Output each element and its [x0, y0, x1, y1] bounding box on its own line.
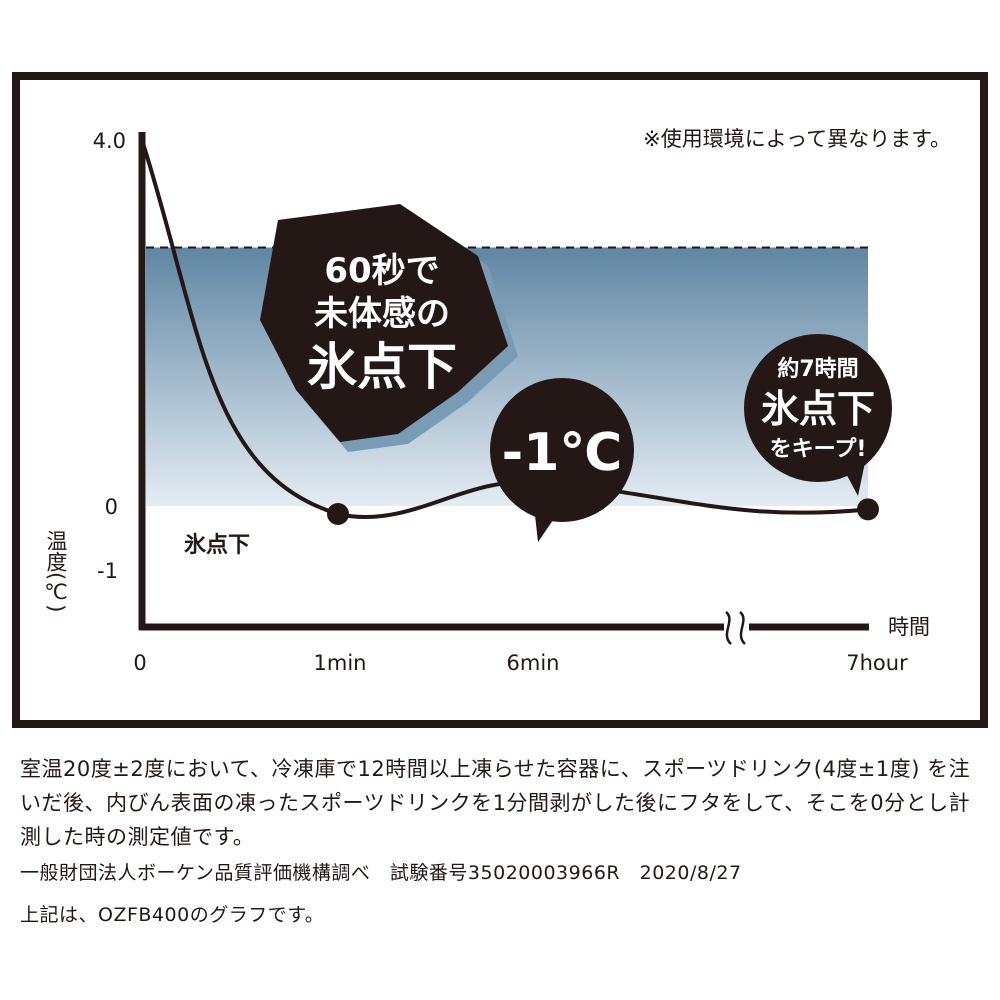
temperature-chart: 4.0 0 -1 温度(℃) 0 1min 6min 7hour 時間 氷点下 …: [12, 72, 988, 728]
data-point-7hour: [857, 498, 879, 521]
measurement-footnote: 室温20度±2度において、冷凍庫で12時間以上凍らせた容器に、スポーツドリンク(…: [20, 757, 971, 849]
x-tick-label: 0: [133, 651, 146, 675]
data-point-1min: [327, 503, 349, 525]
x-tick-label: 6min: [507, 651, 560, 675]
temperature-line: [140, 139, 869, 520]
keep-line-2: 氷点下: [761, 387, 875, 431]
y-axis-title: 温度(℃): [44, 530, 68, 612]
y-tick-label: 0: [105, 495, 118, 519]
data-point-6min: [521, 471, 543, 494]
burst-line-2: 未体感の: [314, 294, 450, 334]
axis-break-mark-1: [725, 611, 732, 645]
burst-callout: [260, 204, 508, 442]
burst-line-1: 60秒で: [324, 251, 439, 291]
test-source-footnote: 一般財団法人ボーケン品質評価機構調べ 試験番号35020003966R 2020…: [20, 862, 742, 884]
keep-bubble: [744, 334, 892, 482]
keep-line-3: をキープ!: [770, 437, 867, 462]
burst-line-3: 氷点下: [307, 338, 457, 396]
data-markers: [327, 471, 879, 525]
keep-line-1: 約7時間: [777, 356, 858, 382]
band-label: 氷点下: [184, 532, 250, 558]
product-footnote: 上記は、OZFB400のグラフです。: [20, 904, 325, 926]
x-axis-title: 時間: [888, 615, 930, 639]
y-tick-label: 4.0: [93, 129, 126, 153]
axis-break-mark-2: [739, 611, 746, 645]
min-temp-bubble-tail: [534, 506, 560, 542]
x-tick-label: 1min: [314, 651, 367, 675]
x-tick-label: 7hour: [846, 651, 908, 675]
min-temp-text: -1℃: [502, 423, 623, 483]
usage-note: ※使用環境によって異なります。: [643, 127, 951, 151]
keep-bubble-tail: [842, 448, 868, 496]
y-tick-label: -1: [97, 559, 118, 583]
